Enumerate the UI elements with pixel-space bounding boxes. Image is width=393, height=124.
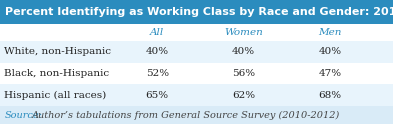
Text: All: All <box>150 28 164 37</box>
Bar <box>0 106 393 124</box>
Text: 56%: 56% <box>232 69 255 78</box>
Bar <box>0 84 393 106</box>
Text: 65%: 65% <box>146 91 169 100</box>
Text: 40%: 40% <box>146 47 169 56</box>
Text: Women: Women <box>224 28 263 37</box>
Bar <box>0 0 393 24</box>
Text: 68%: 68% <box>319 91 342 100</box>
Text: 40%: 40% <box>319 47 342 56</box>
Text: Men: Men <box>318 28 342 37</box>
Bar <box>0 24 393 41</box>
Text: Source:: Source: <box>5 110 42 120</box>
Text: 40%: 40% <box>232 47 255 56</box>
Text: Author’s tabulations from General Source Survey (2010-2012): Author’s tabulations from General Source… <box>32 110 340 120</box>
Text: White, non-Hispanic: White, non-Hispanic <box>4 47 111 56</box>
Text: Percent Identifying as Working Class by Race and Gender: 2010-2012: Percent Identifying as Working Class by … <box>5 7 393 17</box>
Bar <box>0 41 393 63</box>
Text: 52%: 52% <box>146 69 169 78</box>
Bar <box>0 63 393 84</box>
Text: 62%: 62% <box>232 91 255 100</box>
Text: Black, non-Hispanic: Black, non-Hispanic <box>4 69 109 78</box>
Text: 47%: 47% <box>319 69 342 78</box>
Text: Hispanic (all races): Hispanic (all races) <box>4 91 106 100</box>
